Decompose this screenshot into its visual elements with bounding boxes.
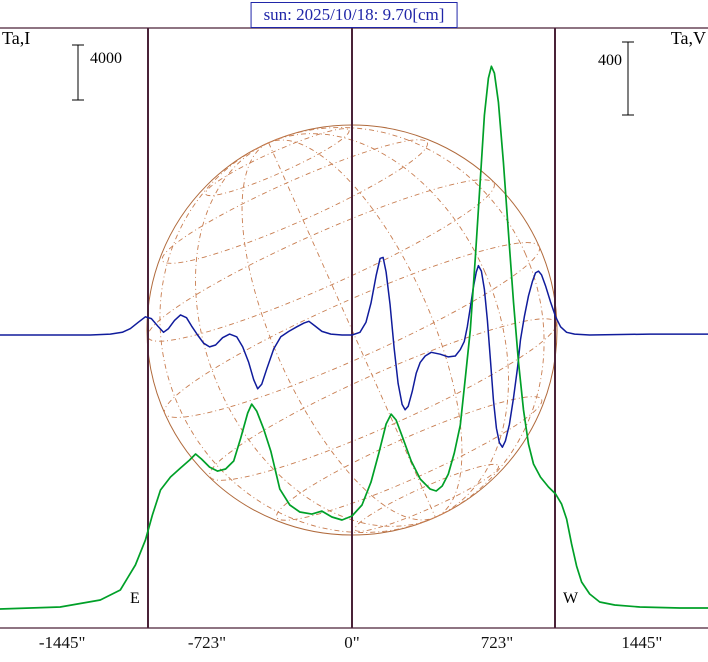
grid-latitude: [147, 179, 495, 342]
west-limb-label: W: [562, 590, 579, 607]
plot-title: sun: 2025/10/18: 9.70[cm]: [250, 2, 458, 28]
grid-latitude: [276, 396, 543, 521]
heliographic-grid: [147, 127, 557, 533]
x-tick-label: -723": [187, 633, 227, 652]
grid-meridian: [159, 127, 545, 533]
grid-meridian: [195, 133, 509, 527]
right-axis-label: Ta,V: [670, 28, 706, 48]
polarization-curve: [0, 256, 708, 448]
grid-latitude: [163, 242, 541, 418]
x-tick-label: 723": [480, 633, 514, 652]
intensity-curve: [0, 65, 708, 610]
grid-latitude: [205, 128, 350, 197]
x-tick-label: -1445": [38, 633, 86, 652]
grid-latitude: [161, 139, 428, 264]
grid-latitude: [354, 463, 499, 532]
intensity-scale-value: 4000: [90, 50, 122, 67]
east-limb-label: E: [130, 590, 140, 607]
x-tick-label: 0": [344, 633, 360, 652]
x-tick-label: 1445": [621, 633, 663, 652]
polarization-scale-value: 400: [598, 52, 622, 69]
grid-meridian: [241, 139, 463, 521]
left-axis-label: Ta,I: [2, 28, 31, 48]
